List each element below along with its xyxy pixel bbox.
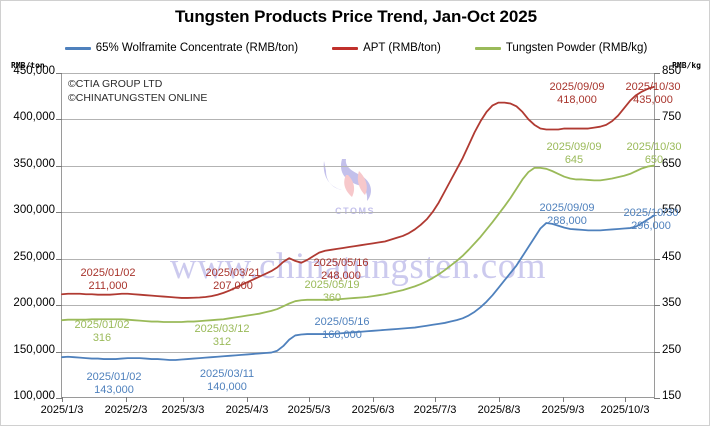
x-axis-label-2: 2025/3/3 xyxy=(161,404,205,416)
x-axis-label-7: 2025/8/3 xyxy=(477,404,521,416)
right-axis-tick-750: 750 xyxy=(662,111,682,124)
left-tickmark-5 xyxy=(56,305,62,307)
x-axis-label-9: 2025/10/3 xyxy=(600,404,650,416)
plot-area: ©CTIA GROUP LTD ©CHINATUNGSTEN ONLINE CT… xyxy=(13,65,681,416)
right-axis-tick-450: 450 xyxy=(662,250,682,263)
right-axis-tick-850: 850 xyxy=(662,65,682,77)
right-tickmark-4 xyxy=(654,258,660,260)
left-tickmark-4 xyxy=(56,258,62,260)
legend-item-wolframite[interactable]: 65% Wolframite Concentrate (RMB/ton) xyxy=(64,42,299,54)
legend-label-wolframite: 65% Wolframite Concentrate (RMB/ton) xyxy=(95,42,299,54)
right-axis-tick-550: 550 xyxy=(662,204,682,217)
left-axis-unit: RMB/ton xyxy=(11,61,45,70)
left-axis-tick-200000: 200,000 xyxy=(13,297,55,310)
x-tickmark-6 xyxy=(435,397,436,402)
x-axis-label-5: 2025/6/3 xyxy=(351,404,395,416)
left-axis-tick-450000: 450,000 xyxy=(13,65,55,77)
left-tickmark-1 xyxy=(56,119,62,121)
x-tickmark-3 xyxy=(247,397,248,402)
legend-swatch-wolframite xyxy=(64,46,91,50)
left-axis-tick-100000: 100,000 xyxy=(13,390,55,402)
right-tickmark-0 xyxy=(654,73,660,74)
x-tickmark-0 xyxy=(62,397,63,402)
legend-label-tungsten-powder: Tungsten Powder (RMB/kg) xyxy=(505,42,648,54)
right-axis-tick-650: 650 xyxy=(662,157,682,170)
chart-title: Tungsten Products Price Trend, Jan-Oct 2… xyxy=(175,7,537,26)
x-tickmark-4 xyxy=(309,397,310,402)
gridline-6 xyxy=(62,351,654,353)
left-axis-tick-300000: 300,000 xyxy=(13,204,55,217)
copyright-notice: ©CTIA GROUP LTD ©CHINATUNGSTEN ONLINE xyxy=(68,78,207,105)
left-axis-tick-150000: 150,000 xyxy=(13,343,55,356)
x-axis-label-4: 2025/5/3 xyxy=(287,404,331,416)
gridline-1 xyxy=(62,119,654,121)
gridline-3 xyxy=(62,212,654,214)
x-axis-label-3: 2025/4/3 xyxy=(225,404,269,416)
line-apt xyxy=(62,87,654,298)
x-axis-label-1: 2025/2/3 xyxy=(104,404,148,416)
x-tickmark-7 xyxy=(499,397,500,402)
left-axis-tick-350000: 350,000 xyxy=(13,157,55,170)
gridline-5 xyxy=(62,305,654,307)
left-tickmark-7 xyxy=(56,398,62,399)
gridline-4 xyxy=(62,258,654,260)
chart-legend: 65% Wolframite Concentrate (RMB/ton) APT… xyxy=(1,42,710,54)
left-tickmark-0 xyxy=(56,73,62,74)
left-tickmark-6 xyxy=(56,351,62,353)
gridline-0 xyxy=(62,73,654,74)
x-tickmark-5 xyxy=(373,397,374,402)
right-tickmark-7 xyxy=(654,398,660,399)
series-lines xyxy=(62,73,654,397)
right-tickmark-1 xyxy=(654,119,660,121)
gridline-2 xyxy=(62,165,654,167)
left-tickmark-2 xyxy=(56,165,62,167)
line-wolframite xyxy=(62,216,654,360)
legend-item-apt[interactable]: APT (RMB/ton) xyxy=(332,42,441,54)
right-axis-tick-350: 350 xyxy=(662,297,682,310)
x-tickmark-1 xyxy=(126,397,127,402)
legend-item-tungsten-powder[interactable]: Tungsten Powder (RMB/kg) xyxy=(474,42,648,54)
right-tickmark-5 xyxy=(654,305,660,307)
right-axis-unit: RMB/kg xyxy=(672,61,701,70)
x-tickmark-2 xyxy=(183,397,184,402)
x-axis-label-8: 2025/9/3 xyxy=(541,404,585,416)
x-axis-label-0: 2025/1/3 xyxy=(40,404,84,416)
right-tickmark-2 xyxy=(654,165,660,167)
legend-swatch-apt xyxy=(332,46,359,50)
x-tickmark-9 xyxy=(625,397,626,402)
copyright-line-1: ©CTIA GROUP LTD xyxy=(68,78,163,90)
right-axis-tick-150: 150 xyxy=(662,390,682,402)
legend-swatch-tungsten-powder xyxy=(474,46,501,50)
left-tickmark-3 xyxy=(56,212,62,214)
right-axis-tick-250: 250 xyxy=(662,343,682,356)
right-tickmark-3 xyxy=(654,212,660,214)
x-axis-label-6: 2025/7/3 xyxy=(413,404,457,416)
left-axis-tick-400000: 400,000 xyxy=(13,111,55,124)
right-tickmark-6 xyxy=(654,351,660,353)
legend-label-apt: APT (RMB/ton) xyxy=(363,42,441,54)
x-tickmark-8 xyxy=(563,397,564,402)
left-axis-tick-250000: 250,000 xyxy=(13,250,55,263)
line-tungsten-powder xyxy=(62,166,654,322)
copyright-line-2: ©CHINATUNGSTEN ONLINE xyxy=(68,91,208,104)
